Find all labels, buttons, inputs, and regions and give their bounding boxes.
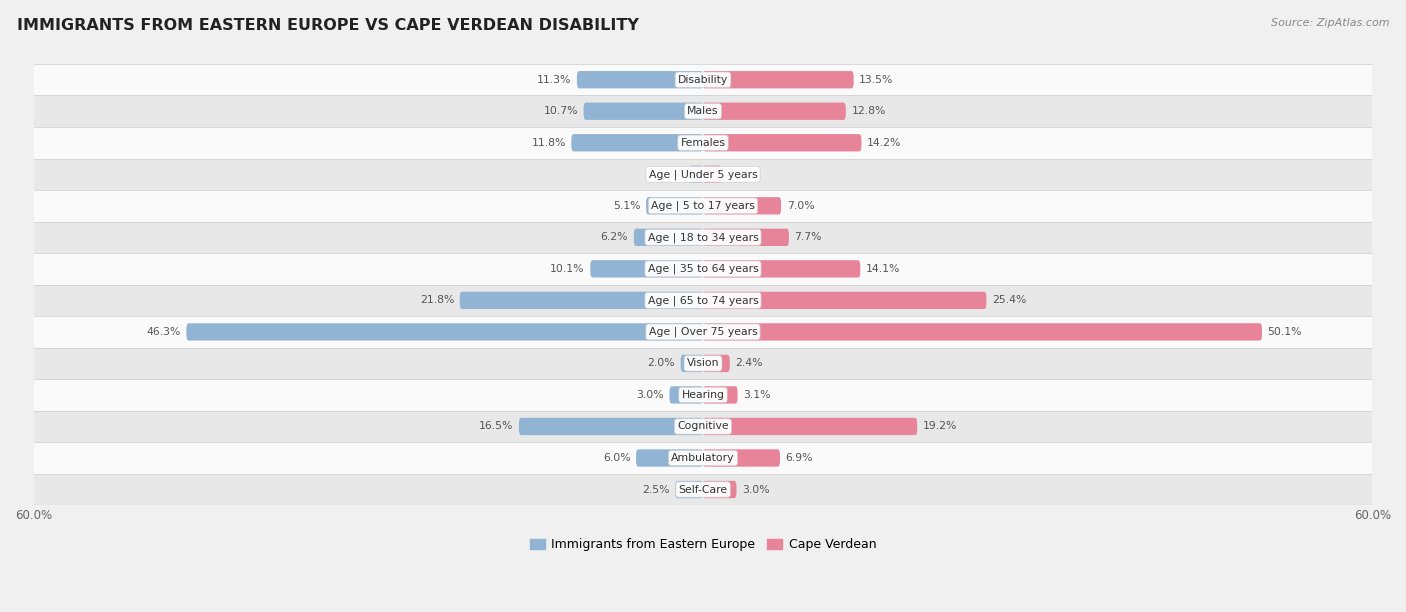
Text: Source: ZipAtlas.com: Source: ZipAtlas.com: [1271, 18, 1389, 28]
Text: Males: Males: [688, 106, 718, 116]
Text: Age | 35 to 64 years: Age | 35 to 64 years: [648, 264, 758, 274]
Bar: [34, 159, 1372, 190]
FancyBboxPatch shape: [703, 229, 789, 246]
Text: 3.0%: 3.0%: [637, 390, 664, 400]
Bar: [34, 222, 1372, 253]
FancyBboxPatch shape: [703, 103, 846, 120]
Text: 11.3%: 11.3%: [537, 75, 571, 84]
FancyBboxPatch shape: [681, 355, 703, 372]
FancyBboxPatch shape: [460, 292, 703, 309]
FancyBboxPatch shape: [647, 197, 703, 214]
FancyBboxPatch shape: [703, 166, 721, 183]
Text: Hearing: Hearing: [682, 390, 724, 400]
FancyBboxPatch shape: [703, 323, 1263, 340]
FancyBboxPatch shape: [636, 449, 703, 467]
FancyBboxPatch shape: [703, 481, 737, 498]
FancyBboxPatch shape: [703, 134, 862, 151]
Bar: [34, 379, 1372, 411]
Legend: Immigrants from Eastern Europe, Cape Verdean: Immigrants from Eastern Europe, Cape Ver…: [524, 534, 882, 556]
FancyBboxPatch shape: [675, 481, 703, 498]
Bar: [34, 316, 1372, 348]
Text: 3.0%: 3.0%: [742, 485, 769, 494]
Text: 10.7%: 10.7%: [544, 106, 578, 116]
Bar: [34, 253, 1372, 285]
FancyBboxPatch shape: [187, 323, 703, 340]
Text: 6.0%: 6.0%: [603, 453, 630, 463]
FancyBboxPatch shape: [703, 449, 780, 467]
Bar: [34, 411, 1372, 442]
Text: 13.5%: 13.5%: [859, 75, 894, 84]
Text: 6.9%: 6.9%: [786, 453, 813, 463]
FancyBboxPatch shape: [689, 166, 703, 183]
Text: 6.2%: 6.2%: [600, 233, 628, 242]
Text: Age | 18 to 34 years: Age | 18 to 34 years: [648, 232, 758, 242]
Bar: [34, 190, 1372, 222]
Text: Ambulatory: Ambulatory: [671, 453, 735, 463]
Text: 3.1%: 3.1%: [744, 390, 770, 400]
Text: 12.8%: 12.8%: [852, 106, 886, 116]
FancyBboxPatch shape: [576, 71, 703, 88]
FancyBboxPatch shape: [703, 71, 853, 88]
Text: 1.7%: 1.7%: [727, 170, 755, 179]
Text: 50.1%: 50.1%: [1268, 327, 1302, 337]
Bar: [34, 285, 1372, 316]
Bar: [34, 95, 1372, 127]
Text: 25.4%: 25.4%: [993, 296, 1026, 305]
Text: Age | Under 5 years: Age | Under 5 years: [648, 169, 758, 179]
FancyBboxPatch shape: [583, 103, 703, 120]
Text: Disability: Disability: [678, 75, 728, 84]
Text: 2.4%: 2.4%: [735, 359, 763, 368]
Text: Age | Over 75 years: Age | Over 75 years: [648, 327, 758, 337]
FancyBboxPatch shape: [669, 386, 703, 403]
Bar: [34, 348, 1372, 379]
Text: Self-Care: Self-Care: [679, 485, 727, 494]
FancyBboxPatch shape: [703, 197, 782, 214]
Text: 14.2%: 14.2%: [868, 138, 901, 147]
FancyBboxPatch shape: [703, 292, 987, 309]
FancyBboxPatch shape: [703, 418, 917, 435]
Text: 16.5%: 16.5%: [479, 422, 513, 431]
Text: 7.7%: 7.7%: [794, 233, 823, 242]
Text: Age | 5 to 17 years: Age | 5 to 17 years: [651, 201, 755, 211]
Text: Females: Females: [681, 138, 725, 147]
Text: 19.2%: 19.2%: [922, 422, 957, 431]
Text: Vision: Vision: [686, 359, 720, 368]
FancyBboxPatch shape: [571, 134, 703, 151]
Text: Cognitive: Cognitive: [678, 422, 728, 431]
Text: 2.0%: 2.0%: [648, 359, 675, 368]
Bar: [34, 442, 1372, 474]
Text: 7.0%: 7.0%: [787, 201, 814, 211]
FancyBboxPatch shape: [591, 260, 703, 277]
Text: 14.1%: 14.1%: [866, 264, 900, 274]
Text: IMMIGRANTS FROM EASTERN EUROPE VS CAPE VERDEAN DISABILITY: IMMIGRANTS FROM EASTERN EUROPE VS CAPE V…: [17, 18, 638, 34]
FancyBboxPatch shape: [703, 386, 738, 403]
Text: 10.1%: 10.1%: [550, 264, 585, 274]
Bar: [34, 64, 1372, 95]
Bar: [34, 474, 1372, 506]
FancyBboxPatch shape: [634, 229, 703, 246]
Text: 21.8%: 21.8%: [420, 296, 454, 305]
Text: 46.3%: 46.3%: [146, 327, 181, 337]
Text: 1.2%: 1.2%: [657, 170, 685, 179]
Text: Age | 65 to 74 years: Age | 65 to 74 years: [648, 295, 758, 305]
FancyBboxPatch shape: [519, 418, 703, 435]
FancyBboxPatch shape: [703, 260, 860, 277]
Bar: [34, 127, 1372, 159]
Text: 2.5%: 2.5%: [643, 485, 669, 494]
Text: 11.8%: 11.8%: [531, 138, 565, 147]
FancyBboxPatch shape: [703, 355, 730, 372]
Text: 5.1%: 5.1%: [613, 201, 641, 211]
